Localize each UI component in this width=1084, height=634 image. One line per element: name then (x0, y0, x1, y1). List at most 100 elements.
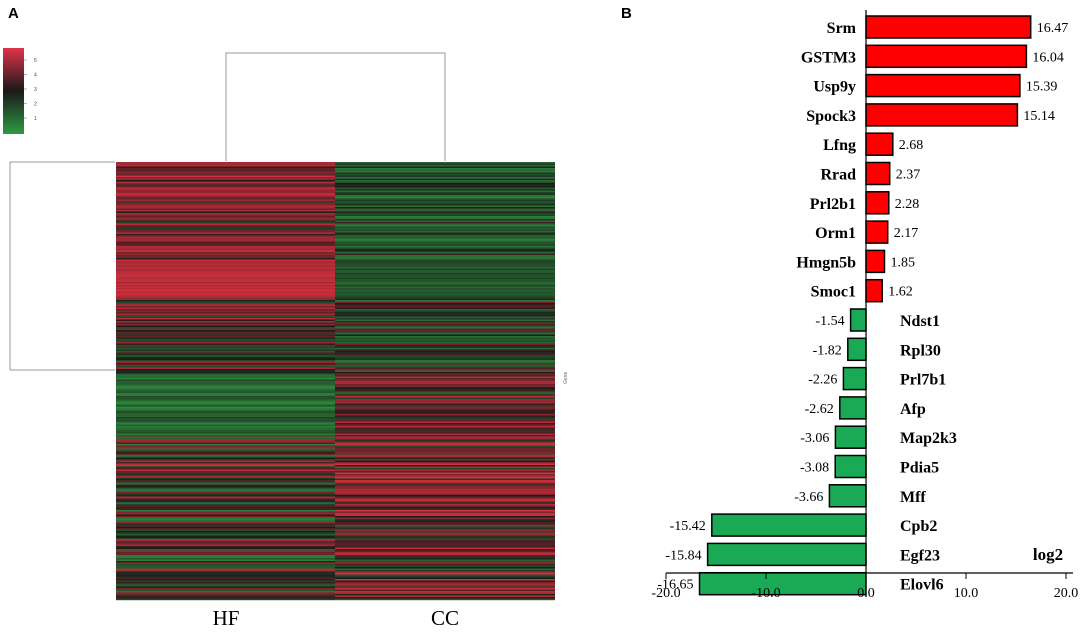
heatmap-cell-cc (335, 435, 555, 437)
heatmap-cell-cc (335, 489, 555, 491)
heatmap-cell-cc (335, 268, 555, 271)
heatmap-cell-cc (335, 496, 555, 499)
heatmap-cell-cc (335, 270, 555, 272)
heatmap-cell-hf (116, 456, 335, 458)
heatmap-cell-cc (335, 265, 555, 268)
color-legend: 1 2 3 4 5 (3, 48, 37, 134)
heatmap-cell-cc (335, 288, 555, 290)
heatmap-cell-cc (335, 235, 555, 238)
value-label-prl7b1: -2.26 (808, 373, 837, 388)
heatmap-cell-hf (116, 354, 335, 356)
heatmap-cell-hf (116, 525, 335, 527)
heatmap-cell-cc (335, 409, 555, 412)
heatmap-cell-cc (335, 340, 555, 343)
bar-pdia5 (834, 454, 867, 479)
bar-egf23 (706, 542, 867, 567)
heatmap-cell-hf (116, 313, 335, 316)
heatmap-cell-hf (116, 361, 335, 364)
heatmap-cell-cc (335, 178, 555, 181)
heatmap-cell-hf (116, 429, 335, 431)
heatmap-cell-cc (335, 348, 555, 350)
heatmap-cell-hf (116, 259, 335, 262)
heatmap-cell-hf (116, 498, 335, 500)
heatmap-cell-cc (335, 213, 555, 215)
heatmap-cell-cc (335, 579, 555, 581)
heatmap-cell-cc (335, 462, 555, 464)
heatmap-cell-cc (335, 441, 555, 443)
heatmap-cell-cc (335, 192, 555, 194)
heatmap-cell-cc (335, 181, 555, 184)
heatmap-cell-hf (116, 208, 335, 211)
heatmap-cell-cc (335, 336, 555, 338)
heatmap-cell-hf (116, 448, 335, 451)
heatmap-cell-hf (116, 508, 335, 511)
heatmap-cell-hf (116, 381, 335, 383)
heatmap-chart: 1 2 3 4 5 Gene HF CC (3, 48, 569, 630)
heatmap-cell-hf (116, 517, 335, 520)
heatmap-cell-hf (116, 481, 335, 484)
bar-elovl6 (698, 571, 867, 596)
heatmap-cell-hf (116, 592, 335, 595)
heatmap-cell-hf (116, 516, 335, 518)
heatmap-cell-hf (116, 186, 335, 188)
heatmap-cell-hf (116, 490, 335, 493)
heatmap-cell-hf (116, 175, 335, 178)
bar-cpb2 (711, 513, 867, 537)
heatmap-cell-cc (335, 576, 555, 578)
heatmap-cell-hf (116, 489, 335, 491)
value-label-prl2b1: 2.28 (895, 197, 920, 212)
heatmap-cell-hf (116, 270, 335, 272)
heatmap-cell-hf (116, 552, 335, 554)
heatmap-cell-hf (116, 255, 335, 257)
heatmap-cell-hf (116, 420, 335, 422)
heatmap-cell-hf (116, 310, 335, 313)
heatmap-cell-hf (116, 306, 335, 308)
heatmap-cell-hf (116, 430, 335, 433)
bar-hmgn5b (865, 249, 886, 274)
heatmap-cell-cc (335, 346, 555, 349)
heatmap-cell-cc (335, 445, 555, 448)
heatmap-cell-cc (335, 222, 555, 224)
gene-label-map2k3: Map2k3 (900, 430, 957, 447)
heatmap-cell-hf (116, 405, 335, 407)
heatmap-cell-hf (116, 424, 335, 427)
value-label-orm1: 2.17 (894, 226, 919, 241)
heatmap-cell-cc (335, 507, 555, 509)
heatmap-cell-hf (116, 492, 335, 494)
panel-b-label: B (621, 5, 632, 22)
heatmap-cell-cc (335, 597, 555, 599)
heatmap-cell-cc (335, 483, 555, 485)
heatmap-cell-hf (116, 363, 335, 365)
heatmap-cell-cc (335, 343, 555, 346)
heatmap-cell-hf (116, 501, 335, 503)
heatmap-cell-hf (116, 499, 335, 502)
heatmap-cell-cc (335, 309, 555, 311)
heatmap-cell-cc (335, 312, 555, 314)
heatmap-cell-hf (116, 177, 335, 179)
heatmap-cell-hf (116, 387, 335, 389)
bar-srm (865, 15, 1032, 39)
heatmap-cell-hf (116, 555, 335, 557)
heatmap-cell-hf (116, 223, 335, 226)
heatmap-cell-hf (116, 553, 335, 556)
heatmap-cell-cc (335, 406, 555, 409)
heatmap-cell-cc (335, 331, 555, 334)
heatmap-cell-cc (335, 394, 555, 397)
heatmap-cell-cc (335, 508, 555, 511)
heatmap-cell-cc (335, 384, 555, 386)
heatmap-cell-cc (335, 526, 555, 529)
heatmap-cell-hf (116, 207, 335, 209)
heatmap-cell-hf (116, 396, 335, 398)
heatmap-cell-hf (116, 388, 335, 391)
heatmap-cell-cc (335, 447, 555, 449)
heatmap-cell-cc (335, 240, 555, 242)
heatmap-cell-cc (335, 477, 555, 479)
heatmap-cell-cc (335, 541, 555, 544)
heatmap-cell-cc (335, 187, 555, 190)
heatmap-cell-cc (335, 345, 555, 347)
heatmap-cell-hf (116, 583, 335, 586)
heatmap-cell-cc (335, 294, 555, 296)
heatmap-cell-cc (335, 166, 555, 169)
heatmap-cell-hf (116, 315, 335, 317)
heatmap-cell-cc (335, 342, 555, 344)
